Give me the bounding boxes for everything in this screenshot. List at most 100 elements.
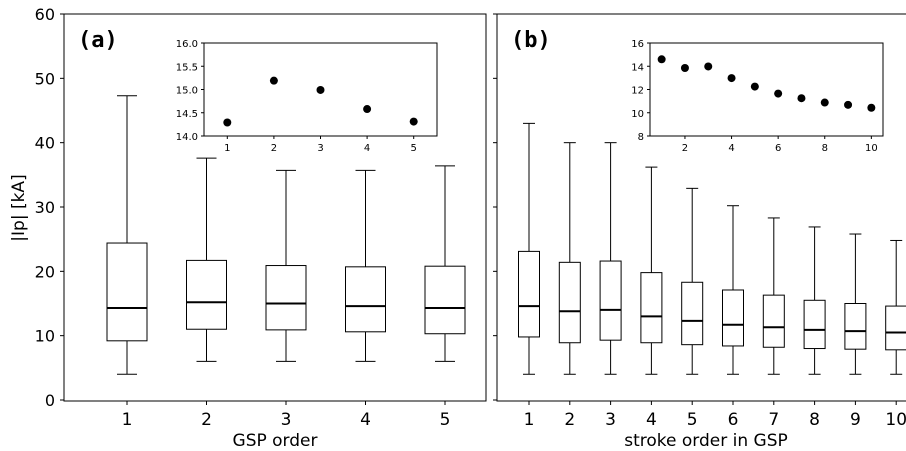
box-2	[186, 157, 227, 362]
inset-x-tick-label: 1	[224, 143, 230, 154]
box-iqr	[885, 305, 906, 351]
panel-a-y-axis: 0 10 20 30 40 50 60	[35, 5, 64, 410]
x-tick-label: 3	[605, 410, 616, 430]
x-tick-label: 4	[646, 410, 657, 430]
panel-a-xlabel: GSP order	[233, 431, 318, 451]
box-iqr	[424, 265, 466, 335]
inset-y-tick-label: 14.5	[176, 109, 198, 120]
box-4	[640, 166, 663, 375]
inset-x-tick-label: 4	[728, 143, 734, 154]
box-iqr	[558, 261, 581, 344]
inset-y-tick-label: 16	[631, 39, 644, 50]
panel-a-boxes	[106, 95, 466, 375]
panel-b-xlabel: stroke order in GSP	[624, 431, 788, 451]
inset-x-tick-label: 2	[682, 143, 688, 154]
x-tick-label: 8	[809, 410, 820, 430]
panel-b-tag: (b)	[511, 28, 551, 53]
inset-y-tick-label: 10	[631, 109, 644, 120]
box-9	[844, 233, 867, 375]
box-iqr	[640, 272, 663, 344]
x-tick-label: 1	[122, 410, 133, 430]
panel-b-x-axis: 1 2 3 4 5 6 7 8 9 10	[524, 401, 906, 430]
panel-a-x-axis: 1 2 3 4 5	[122, 401, 451, 430]
y-tick-label: 20	[35, 262, 55, 281]
x-tick-label: 7	[768, 410, 779, 430]
x-tick-label: 2	[564, 410, 575, 430]
inset-point	[774, 89, 783, 98]
panel-a-tag: (a)	[78, 28, 118, 53]
box-iqr	[106, 242, 148, 342]
inset-point	[727, 74, 736, 83]
box-iqr	[844, 303, 867, 350]
y-tick-label: 0	[45, 391, 55, 410]
box-3	[265, 169, 307, 362]
inset-x-tick-label: 4	[364, 143, 370, 154]
box-5	[424, 165, 466, 362]
box-iqr	[265, 265, 307, 331]
x-tick-label: 3	[281, 410, 292, 430]
inset-y-tick-label: 12	[631, 86, 644, 97]
box-2	[558, 142, 581, 375]
inset-x-tick-label: 5	[411, 143, 417, 154]
box-iqr	[722, 289, 744, 347]
box-4	[345, 169, 386, 362]
x-tick-label: 9	[850, 410, 861, 430]
panel-a-ylabel: |Ip| [kA]	[9, 174, 29, 241]
box-iqr	[762, 294, 785, 348]
box-iqr	[803, 299, 826, 350]
inset-point	[269, 76, 278, 85]
inset-point	[657, 55, 666, 64]
x-tick-label: 4	[360, 410, 371, 430]
box-6	[722, 205, 744, 375]
box-iqr	[345, 266, 386, 333]
inset-point	[867, 103, 876, 112]
inset-point	[363, 105, 372, 114]
panel-b-inset-frame	[649, 42, 884, 137]
panel-a-inset: 1 2 3 4 5 14.0 14.5 15.0 15.5 16.0	[176, 39, 438, 154]
box-1	[518, 122, 540, 375]
y-tick-label: 50	[35, 69, 55, 88]
box-10	[885, 239, 906, 375]
box-iqr	[186, 259, 227, 330]
panel-a: 0 10 20 30 40 50 60 1 2 3 4 5 (a) |Ip| [kA] GSP or…	[9, 5, 487, 451]
inset-point	[680, 63, 689, 72]
x-tick-label: 5	[440, 410, 451, 430]
inset-point	[704, 62, 713, 71]
x-tick-label: 10	[885, 410, 906, 430]
box-iqr	[518, 250, 540, 338]
x-tick-label: 1	[524, 410, 535, 430]
inset-point	[316, 85, 325, 94]
inset-point	[750, 82, 759, 91]
inset-x-tick-label: 2	[271, 143, 277, 154]
inset-y-tick-label: 15.5	[176, 62, 198, 73]
box-1	[106, 95, 148, 375]
inset-y-tick-label: 14	[631, 62, 644, 73]
box-iqr	[681, 281, 704, 346]
inset-point	[844, 100, 853, 109]
inset-x-tick-label: 3	[317, 143, 323, 154]
panel-b-y-axis	[493, 13, 497, 401]
inset-y-tick-label: 15.0	[176, 86, 198, 97]
inset-x-tick-label: 10	[865, 143, 878, 154]
inset-x-tick-label: 8	[822, 143, 828, 154]
x-tick-label: 2	[201, 410, 212, 430]
box-7	[762, 217, 785, 375]
inset-y-tick-label: 8	[638, 132, 644, 143]
panel-b-boxes	[518, 122, 906, 375]
inset-point	[820, 98, 829, 107]
box-8	[803, 226, 826, 375]
panel-b-inset-content: 2 4 6 8 10 8 10 12 14 16	[631, 39, 877, 154]
box-iqr	[599, 260, 622, 341]
inset-point	[223, 118, 232, 127]
panel-a-inset-content: 1 2 3 4 5 14.0 14.5 15.0 15.5 16.0	[176, 39, 418, 154]
box-5	[681, 187, 704, 375]
x-tick-label: 5	[687, 410, 698, 430]
panel-b-inset: 2 4 6 8 10 8 10 12 14 16	[631, 39, 884, 154]
box-3	[599, 142, 622, 375]
inset-point	[409, 117, 418, 126]
inset-x-tick-label: 6	[775, 143, 781, 154]
y-tick-label: 10	[35, 327, 55, 346]
inset-y-tick-label: 14.0	[176, 132, 198, 143]
